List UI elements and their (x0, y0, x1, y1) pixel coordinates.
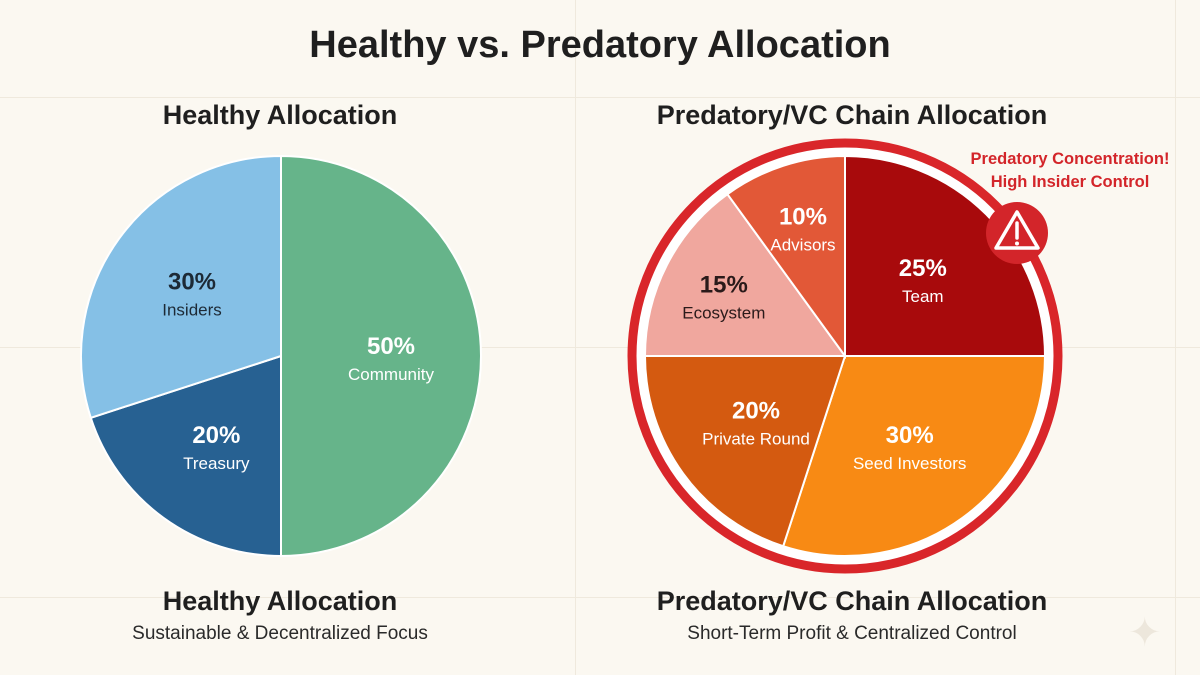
predatory-footer-subtitle: Short-Term Profit & Centralized Control (687, 623, 1017, 644)
pie-slice-advisors (726, 154, 846, 360)
slice-value-label: 25% (899, 255, 947, 282)
annotation-line-2: High Insider Control (990, 173, 1150, 191)
slice-name-label: Seed Investors (853, 454, 966, 473)
slice-value-label: 30% (168, 268, 216, 295)
healthy-footer-subtitle: Sustainable & Decentralized Focus (132, 623, 428, 644)
predatory-pie: 25% Team 30% Seed Investors 20% Private Round… (627, 138, 1063, 574)
healthy-chart-title: Healthy Allocation (162, 100, 398, 130)
pie-slice-ecosystem (643, 192, 847, 357)
slice-value-label: 15% (700, 271, 748, 298)
slice-name-label: Insiders (162, 300, 222, 319)
slice-value-label: 10% (779, 204, 827, 231)
slice-value-label: 30% (886, 422, 934, 449)
pie-slice-treasury (89, 354, 282, 558)
annotation-line-1: Predatory Concentration! (970, 150, 1170, 168)
slice-name-label: Ecosystem (682, 303, 765, 322)
pie-slice-team (844, 154, 1047, 357)
pie-slice-private-round (643, 355, 847, 548)
pie-slice-community (280, 154, 482, 558)
predatory-chart-title: Predatory/VC Chain Allocation (656, 100, 1048, 130)
main-title: Healthy vs. Predatory Allocation (309, 24, 891, 66)
slice-name-label: Advisors (770, 236, 835, 255)
healthy-pie: 50% Community 20% Treasury 30% Insiders (80, 154, 482, 558)
slice-name-label: Treasury (183, 454, 250, 473)
slice-name-label: Team (902, 287, 944, 306)
warning-icon (986, 202, 1048, 264)
predatory-footer-title: Predatory/VC Chain Allocation (656, 586, 1048, 616)
slice-value-label: 20% (732, 398, 780, 425)
slice-value-label: 20% (192, 422, 240, 449)
pie-slice-insiders (80, 154, 282, 420)
predatory-annotation: Predatory Concentration! High Insider Co… (940, 148, 1200, 194)
healthy-footer-title: Healthy Allocation (162, 586, 398, 616)
sparkle-icon: ✦ (1128, 611, 1162, 655)
pie-slice-seed-investors (781, 355, 1047, 557)
slice-name-label: Community (348, 365, 434, 384)
slice-name-label: Private Round (702, 430, 810, 449)
slice-value-label: 50% (367, 333, 415, 360)
